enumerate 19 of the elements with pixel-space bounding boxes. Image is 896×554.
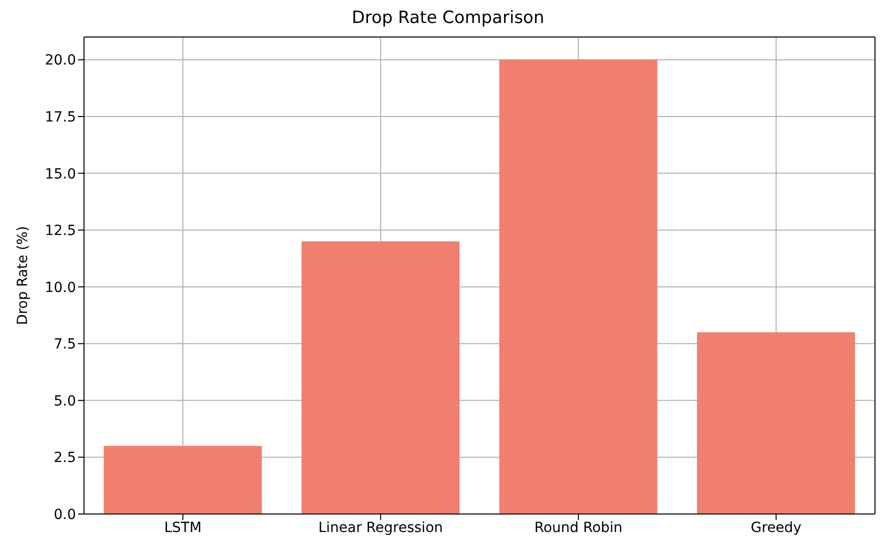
y-tick-label: 20.0 <box>44 52 76 69</box>
x-tick-label: Round Robin <box>534 520 622 536</box>
y-tick-label: 10.0 <box>44 280 76 296</box>
x-tick-label: Linear Regression <box>318 520 443 536</box>
y-tick-label: 17.5 <box>44 109 76 126</box>
bar <box>302 241 460 514</box>
bar <box>499 60 658 514</box>
chart-title: Drop Rate Comparison <box>350 8 546 30</box>
y-tick-label: 0.0 <box>54 506 76 523</box>
y-tick-label: 5.0 <box>54 393 76 410</box>
x-tick-label: LSTM <box>164 520 202 536</box>
x-tick-label: Greedy <box>750 520 802 536</box>
bar <box>104 446 262 514</box>
y-tick-label: 2.5 <box>54 450 76 466</box>
bar <box>697 332 856 514</box>
y-axis-title: Drop Rate (%) <box>14 226 31 325</box>
y-tick-label: 15.0 <box>44 166 76 182</box>
y-tick-label: 12.5 <box>44 223 76 240</box>
y-tick-label: 7.5 <box>54 336 76 353</box>
